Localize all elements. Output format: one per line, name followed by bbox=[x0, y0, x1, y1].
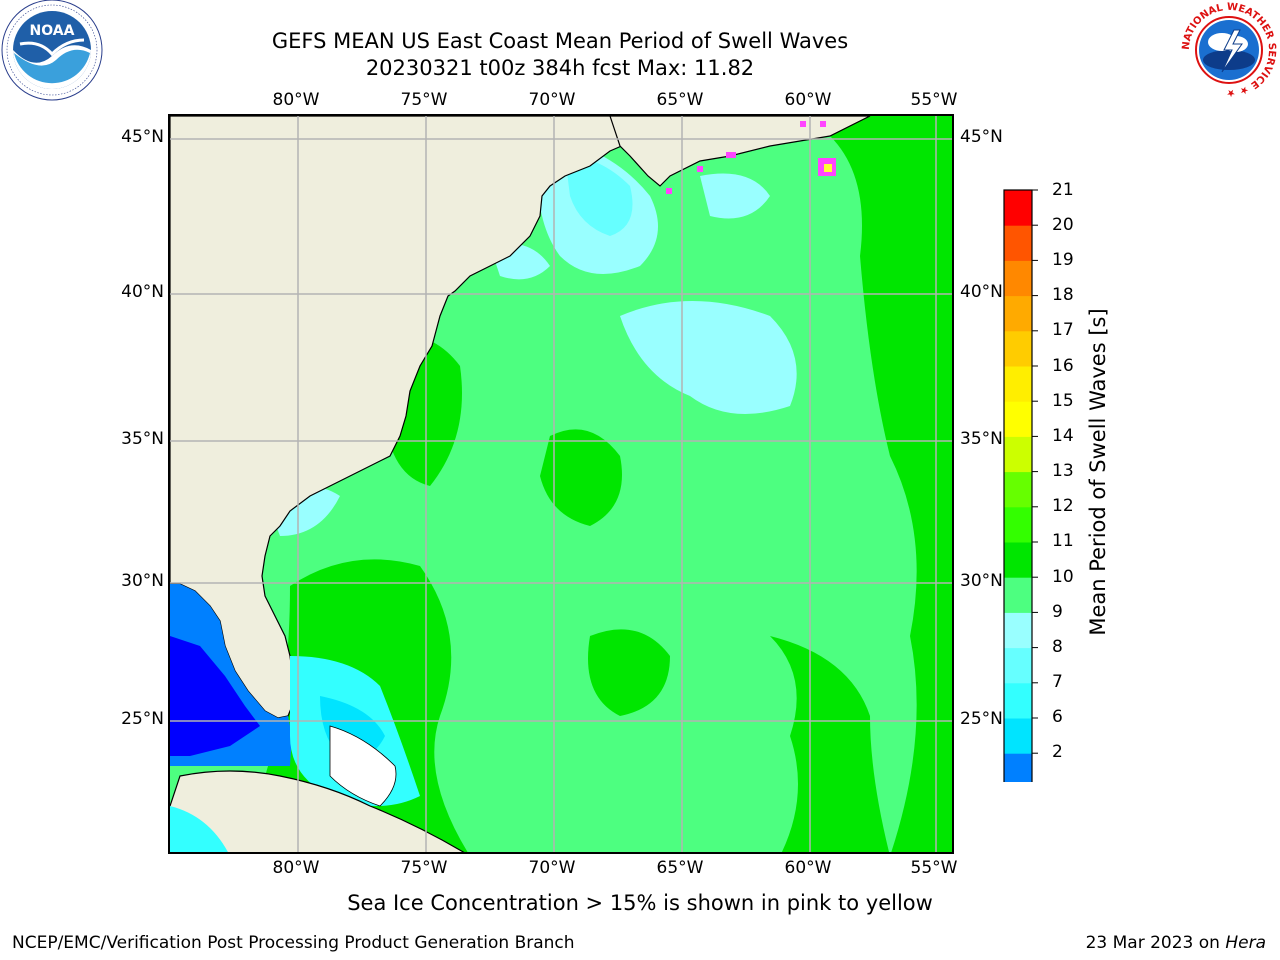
footer-date: 23 Mar 2023 on Hera bbox=[1086, 933, 1266, 953]
colorbar-segment bbox=[1004, 330, 1032, 367]
lon-label-bottom: 75°W bbox=[400, 858, 448, 878]
lon-label-bottom: 80°W bbox=[272, 858, 320, 878]
colorbar-tick: 10 bbox=[1052, 567, 1074, 587]
lon-label-bottom: 70°W bbox=[528, 858, 576, 878]
colorbar-label: Mean Period of Swell Waves [s] bbox=[1086, 308, 1110, 636]
ocean-7-8s bbox=[565, 156, 633, 236]
colorbar-segment bbox=[1004, 436, 1032, 473]
land-nova-scotia bbox=[609, 116, 871, 187]
colorbar-tick: 15 bbox=[1052, 391, 1074, 411]
lat-label-left: 40°N bbox=[121, 282, 164, 302]
footer-credit: NCEP/EMC/Verification Post Processing Pr… bbox=[12, 933, 575, 953]
ocean-8-9s-offshore bbox=[620, 301, 797, 414]
colorbar bbox=[1003, 189, 1038, 782]
colorbar-segment bbox=[1004, 682, 1032, 719]
sea-ice-mark bbox=[666, 188, 672, 194]
footer-host: Hera bbox=[1225, 933, 1266, 953]
lon-label-top: 75°W bbox=[400, 90, 448, 110]
gulf-2-4s bbox=[170, 636, 260, 756]
sea-ice-mark bbox=[697, 166, 703, 172]
colorbar-tick: 11 bbox=[1052, 531, 1074, 551]
colorbar-tick: 7 bbox=[1052, 672, 1063, 692]
ocean-10-11s-east bbox=[830, 116, 952, 852]
swell-period-map bbox=[170, 116, 952, 852]
lon-label-top: 60°W bbox=[784, 90, 832, 110]
ocean-10-11s-patch bbox=[588, 629, 670, 716]
colorbar-tick: 16 bbox=[1052, 356, 1074, 376]
colorbar-segment bbox=[1004, 260, 1032, 297]
lat-label-left: 25°N bbox=[121, 709, 164, 729]
colorbar-segment bbox=[1004, 612, 1032, 649]
lat-label-right: 45°N bbox=[960, 127, 1003, 147]
sea-ice-note: Sea Ice Concentration > 15% is shown in … bbox=[347, 891, 933, 915]
colorbar-segment bbox=[1004, 401, 1032, 437]
chart-subtitle: 20230321 t00z 384h fcst Max: 11.82 bbox=[365, 56, 755, 80]
noaa-logo: NOAA bbox=[1, 0, 103, 101]
sea-ice-mark bbox=[820, 121, 826, 127]
colorbar-segment bbox=[1004, 190, 1032, 226]
nws-logo: NATIONAL WEATHER SERVICE ★ ★ bbox=[1181, 2, 1277, 98]
lon-label-top: 80°W bbox=[272, 90, 320, 110]
colorbar-tick: 19 bbox=[1052, 250, 1074, 270]
lon-label-top: 65°W bbox=[656, 90, 704, 110]
lat-label-right: 40°N bbox=[960, 282, 1003, 302]
lon-label-top: 70°W bbox=[528, 90, 576, 110]
colorbar-tick: 14 bbox=[1052, 426, 1074, 446]
colorbar-segment bbox=[1004, 753, 1032, 782]
colorbar-segment bbox=[1004, 718, 1032, 754]
lon-label-bottom: 60°W bbox=[784, 858, 832, 878]
colorbar-tick: 12 bbox=[1052, 496, 1074, 516]
caribbean-6-7s bbox=[170, 806, 228, 852]
colorbar-tick: 13 bbox=[1052, 461, 1074, 481]
colorbar-segment bbox=[1004, 647, 1032, 684]
colorbar-segment bbox=[1004, 295, 1032, 332]
colorbar-tick: 2 bbox=[1052, 742, 1063, 762]
lat-label-right: 35°N bbox=[960, 429, 1003, 449]
lon-label-top: 55°W bbox=[910, 90, 958, 110]
sea-ice-mark bbox=[800, 121, 806, 127]
colorbar-tick: 20 bbox=[1052, 215, 1074, 235]
colorbar-tick: 9 bbox=[1052, 602, 1063, 622]
bahamas-banks bbox=[329, 725, 397, 807]
sea-ice-mark bbox=[824, 164, 832, 172]
footer-date-text: 23 Mar 2023 on bbox=[1085, 933, 1226, 953]
ocean-8-9s-patch bbox=[700, 173, 770, 219]
sea-ice-mark bbox=[726, 152, 736, 158]
svg-text:NOAA: NOAA bbox=[30, 23, 75, 39]
lat-label-right: 30°N bbox=[960, 571, 1003, 591]
colorbar-segment bbox=[1004, 471, 1032, 508]
ocean-10-11s-patch bbox=[540, 429, 622, 526]
colorbar-segment bbox=[1004, 225, 1032, 261]
lon-label-bottom: 55°W bbox=[910, 858, 958, 878]
ocean-10-11s-se bbox=[770, 636, 890, 852]
colorbar-tick: 21 bbox=[1052, 180, 1074, 200]
map-frame[interactable] bbox=[168, 114, 954, 854]
colorbar-tick: 18 bbox=[1052, 285, 1074, 305]
colorbar-segment bbox=[1004, 366, 1032, 402]
lat-label-right: 25°N bbox=[960, 709, 1003, 729]
land-cuba bbox=[170, 770, 465, 852]
lat-label-left: 30°N bbox=[121, 571, 164, 591]
colorbar-segment bbox=[1004, 506, 1032, 543]
colorbar-tick: 8 bbox=[1052, 637, 1063, 657]
colorbar-tick: 6 bbox=[1052, 707, 1063, 727]
lat-label-left: 45°N bbox=[121, 127, 164, 147]
chart-title: GEFS MEAN US East Coast Mean Period of S… bbox=[271, 29, 849, 53]
colorbar-tick: 17 bbox=[1052, 320, 1074, 340]
lat-label-left: 35°N bbox=[121, 429, 164, 449]
colorbar-frame bbox=[1003, 189, 1033, 782]
colorbar-segment bbox=[1004, 542, 1032, 578]
graticule bbox=[170, 116, 952, 852]
lon-label-bottom: 65°W bbox=[656, 858, 704, 878]
colorbar-segment bbox=[1004, 577, 1032, 613]
